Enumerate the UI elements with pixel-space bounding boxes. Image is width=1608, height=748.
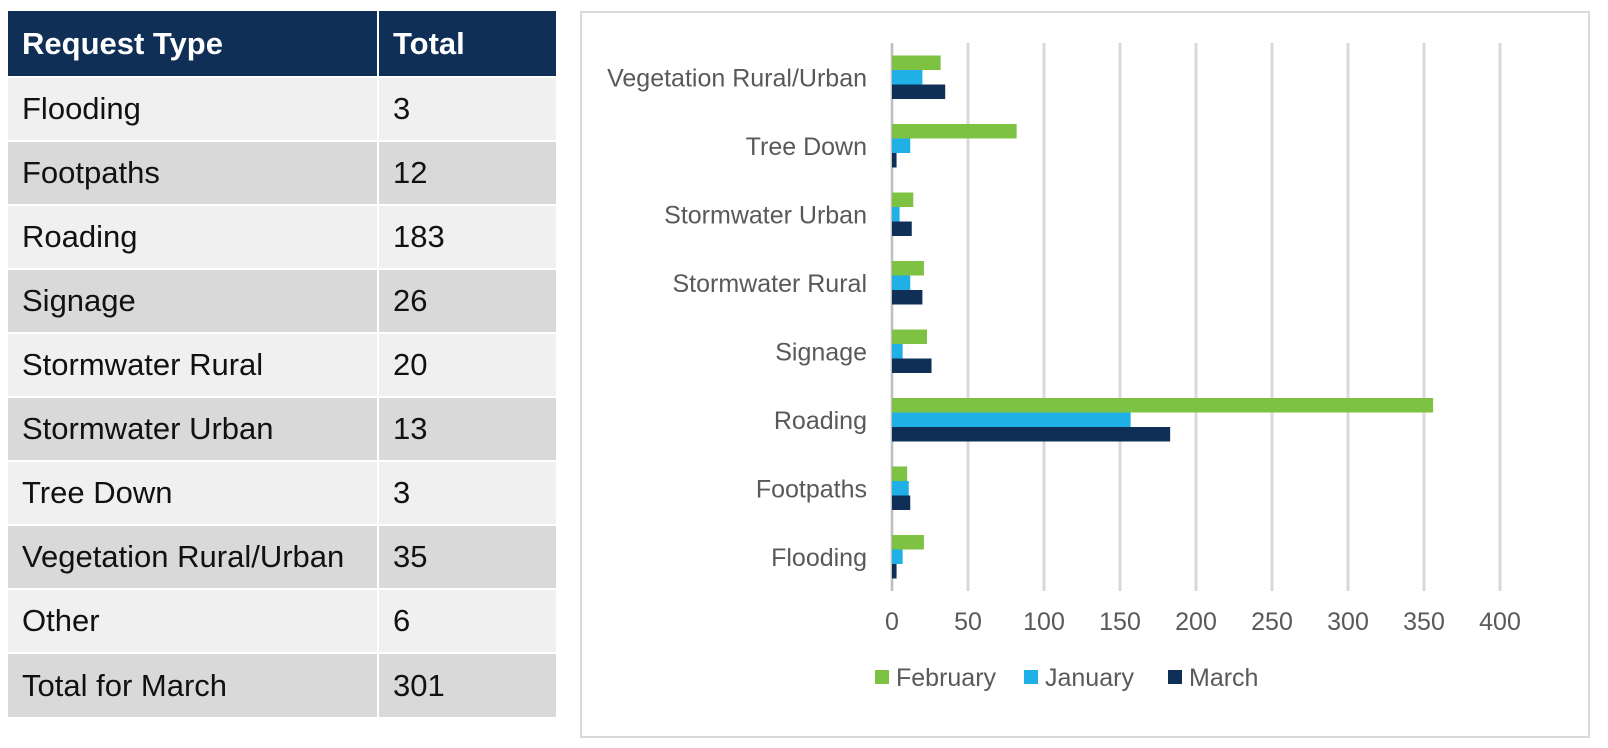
category-label: Stormwater Urban (664, 201, 867, 229)
cell-total: 3 (378, 461, 556, 525)
cell-total: 12 (378, 141, 556, 205)
bar (892, 221, 912, 236)
bar (892, 192, 914, 207)
bar (892, 412, 1131, 427)
x-tick-label: 100 (1023, 608, 1065, 636)
bar (892, 427, 1171, 442)
x-tick-label: 150 (1099, 608, 1141, 636)
legend-label: March (1189, 664, 1258, 692)
legend-swatch (1168, 670, 1182, 684)
cell-total: 26 (378, 269, 556, 333)
x-tick-label: 50 (954, 608, 982, 636)
bar (892, 138, 911, 153)
x-tick-label: 0 (885, 608, 899, 636)
cell-request-type: Roading (8, 205, 379, 269)
bar (892, 70, 923, 85)
legend-swatch (1024, 670, 1038, 684)
table-row: Roading 183 (8, 205, 556, 269)
cell-request-type: Signage (8, 269, 379, 333)
bar (892, 535, 924, 550)
table-header-row: Request Type Total (8, 11, 556, 77)
bar (892, 207, 900, 222)
category-label: Signage (775, 338, 867, 366)
cell-request-type: Stormwater Rural (8, 333, 379, 397)
bar (892, 398, 1434, 413)
bar (892, 466, 908, 481)
cell-request-type: Tree Down (8, 461, 379, 525)
legend-label: February (896, 664, 997, 692)
bar (892, 261, 924, 276)
cell-total: 6 (378, 589, 556, 653)
request-summary-table: Request Type Total Flooding 3 Footpaths 12 R… (8, 11, 556, 717)
category-label: Stormwater Rural (673, 270, 868, 298)
table-row: Vegetation Rural/Urban 35 (8, 525, 556, 589)
table-row: Other 6 (8, 589, 556, 653)
x-tick-label: 250 (1251, 608, 1293, 636)
legend-label: January (1045, 664, 1134, 692)
cell-request-type: Stormwater Urban (8, 397, 379, 461)
cell-total: 183 (378, 205, 556, 269)
bar (892, 124, 1017, 139)
bar (892, 358, 932, 373)
bar (892, 84, 946, 99)
bar (892, 329, 927, 344)
x-tick-label: 300 (1327, 608, 1369, 636)
bar (892, 564, 897, 579)
table-row: Footpaths 12 (8, 141, 556, 205)
category-label: Vegetation Rural/Urban (607, 64, 867, 92)
cell-total: 301 (378, 653, 556, 717)
cell-total: 3 (378, 77, 556, 141)
cell-request-type: Total for March (8, 653, 379, 717)
bar (892, 290, 923, 305)
table-row: Flooding 3 (8, 77, 556, 141)
bar (892, 481, 909, 496)
table-row: Stormwater Rural 20 (8, 333, 556, 397)
x-tick-label: 200 (1175, 608, 1217, 636)
chart-panel: 0 50 100 150 200 250 300 350 400 Flooding Footpath… (580, 11, 1590, 738)
cell-request-type: Footpaths (8, 141, 379, 205)
cell-total: 20 (378, 333, 556, 397)
cell-request-type: Other (8, 589, 379, 653)
header-total: Total (378, 11, 556, 77)
cell-total: 13 (378, 397, 556, 461)
header-request-type: Request Type (8, 11, 379, 77)
category-label: Flooding (771, 544, 867, 572)
bar (892, 495, 911, 510)
legend-swatch (875, 670, 889, 684)
table-row: Signage 26 (8, 269, 556, 333)
bar (892, 549, 903, 564)
bar-chart: 0 50 100 150 200 250 300 350 400 Flooding Footpath… (607, 43, 1521, 692)
cell-total: 35 (378, 525, 556, 589)
x-tick-label: 400 (1479, 608, 1521, 636)
table-row: Total for March 301 (8, 653, 556, 717)
bar (892, 153, 897, 168)
category-label: Tree Down (746, 133, 867, 161)
category-label: Footpaths (756, 475, 867, 503)
cell-request-type: Vegetation Rural/Urban (8, 525, 379, 589)
bar (892, 344, 903, 359)
x-tick-label: 350 (1403, 608, 1445, 636)
table-row: Stormwater Urban 13 (8, 397, 556, 461)
bar (892, 55, 941, 70)
cell-request-type: Flooding (8, 77, 379, 141)
bar (892, 275, 911, 290)
table-row: Tree Down 3 (8, 461, 556, 525)
category-label: Roading (774, 407, 867, 435)
